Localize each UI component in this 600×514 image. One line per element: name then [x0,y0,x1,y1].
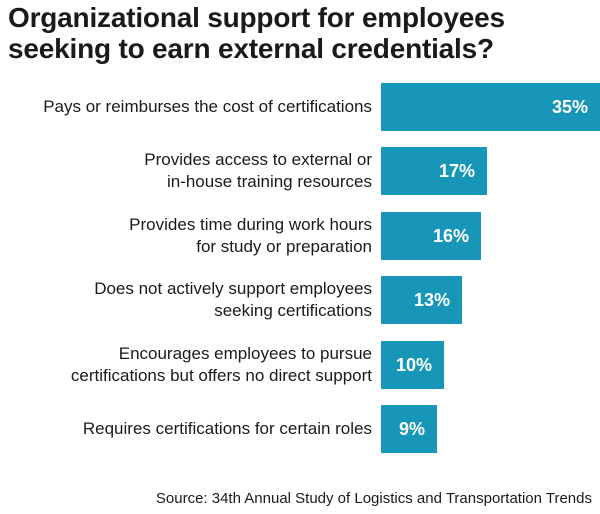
chart-title: Organizational support for employees see… [8,2,598,64]
bar [381,340,444,389]
bar [381,83,600,131]
category-label-line: Requires certifications for certain role… [82,419,372,438]
chart-title-line-1: Organizational support for employees [8,2,505,33]
category-label: Does not actively support employees seeki… [94,278,372,322]
category-label-line: in-house training resources [166,172,372,192]
source-note: Source: 34th Annual Study of Logistics a… [155,490,592,507]
bar-value-label: 10% [395,354,432,375]
category-label-line: Encourages employees to pursue [118,343,372,363]
bar [381,276,462,325]
bar-value-label: 35% [551,97,588,117]
category-label: Requires certifications for certain role… [83,418,372,440]
category-label-line: seeking certifications [214,301,372,321]
bar [381,147,487,196]
bar [381,405,437,453]
bar-value-label: 13% [413,290,450,311]
category-label-line: certifications but offers no direct supp… [70,365,372,385]
category-label-line: for study or preparation [196,236,372,256]
bar-value-label: 16% [432,225,469,246]
category-label: Pays or reimburses the cost of certifica… [43,96,372,118]
chart-title-line-2: seeking to earn external credentials? [8,33,494,64]
bar [381,211,481,260]
bar-value-label: 9% [398,419,425,439]
category-label: Provides access to external or in-house t… [144,149,372,193]
category-label-line: Pays or reimburses the cost of certifica… [43,97,372,116]
category-label-line: Provides time during work hours [129,214,372,234]
category-label: Provides time during work hours for study… [129,214,372,258]
bar-value-label: 17% [438,161,475,182]
category-label: Encourages employees to pursue certificat… [71,343,372,387]
category-label-line: Does not actively support employees [94,279,372,299]
category-label-line: Provides access to external or [144,150,372,170]
